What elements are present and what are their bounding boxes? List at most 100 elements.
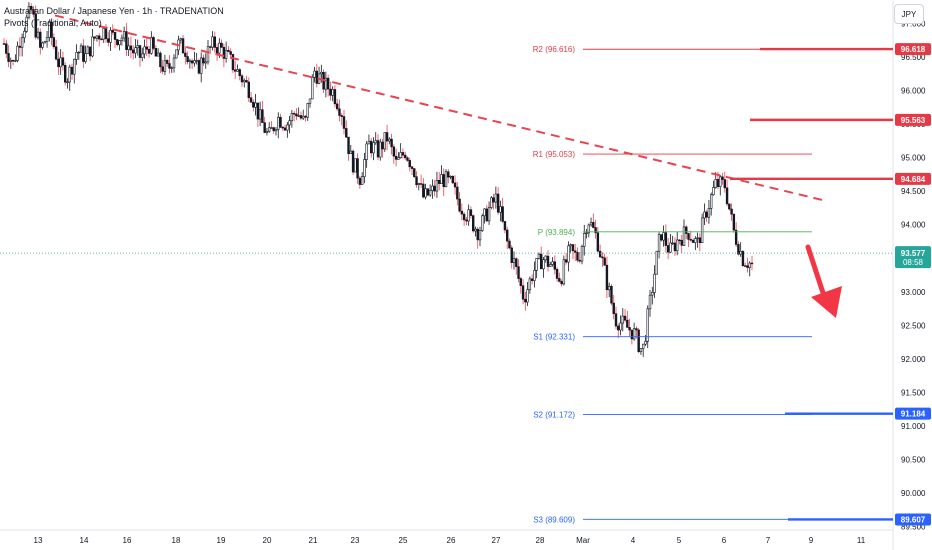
time-tick-label: 23 xyxy=(351,536,360,545)
candle-body xyxy=(442,174,445,188)
candle-body xyxy=(546,255,550,267)
candle-body xyxy=(474,228,477,232)
candle-body xyxy=(365,143,368,160)
candle-body xyxy=(675,239,679,252)
candle-body xyxy=(646,308,649,342)
candle-body xyxy=(605,264,609,291)
candle-body xyxy=(136,45,139,48)
candle-body xyxy=(286,124,289,131)
candle-body xyxy=(437,179,441,184)
pivot-label: R2 (96.616) xyxy=(533,45,576,54)
currency-button[interactable]: JPY xyxy=(894,4,924,24)
candle-body xyxy=(714,179,717,188)
candle-body xyxy=(598,250,602,258)
candle-body xyxy=(358,177,362,185)
candle-body xyxy=(349,150,352,155)
candle-body xyxy=(193,60,196,64)
candle-body xyxy=(703,211,706,219)
candle-body xyxy=(188,60,192,63)
candle-body xyxy=(234,69,237,72)
candle-body xyxy=(449,175,452,178)
candle-body xyxy=(700,217,704,244)
candle-body xyxy=(410,166,414,169)
candle-body xyxy=(141,53,144,58)
candle-body xyxy=(542,259,545,270)
candle-body xyxy=(181,38,185,54)
candle-body xyxy=(211,36,214,48)
candle-body xyxy=(45,37,49,43)
candle-body xyxy=(159,52,162,68)
candle-body xyxy=(152,37,155,49)
candle-body xyxy=(107,38,110,43)
candle-body xyxy=(50,21,53,38)
candle-body xyxy=(354,158,357,173)
candle-body xyxy=(7,53,10,62)
candle-body xyxy=(163,60,167,72)
candle-body xyxy=(691,239,695,243)
time-tick-label: 19 xyxy=(217,536,226,545)
candle-body xyxy=(39,31,42,48)
candle-body xyxy=(356,158,359,179)
candle-body xyxy=(748,262,751,268)
candle-body xyxy=(265,131,269,133)
candle-body xyxy=(585,232,588,234)
arrow-head xyxy=(811,286,842,318)
candle-body xyxy=(345,128,348,138)
pivot-label: P (93.894) xyxy=(538,228,576,237)
candle-body xyxy=(734,229,738,245)
candle-body xyxy=(147,48,151,54)
candle-body xyxy=(168,63,171,69)
candle-body xyxy=(657,234,661,252)
candle-body xyxy=(236,69,239,72)
candle-body xyxy=(673,242,677,252)
candle-body xyxy=(41,42,44,48)
candle-body xyxy=(231,54,235,71)
candle-body xyxy=(555,269,559,279)
candle-body xyxy=(374,140,377,144)
candle-body xyxy=(614,313,618,327)
candle-body xyxy=(607,285,611,291)
candle-body xyxy=(295,113,298,117)
candle-body xyxy=(730,208,733,215)
candle-body xyxy=(750,262,754,265)
candle-body xyxy=(109,29,112,43)
candle-body xyxy=(578,259,581,262)
time-tick-label: 26 xyxy=(447,536,456,545)
candle-body xyxy=(694,238,697,243)
candle-body xyxy=(725,187,729,205)
candle-body xyxy=(485,208,488,222)
candle-body xyxy=(213,36,216,48)
price-tick-label: 90.000 xyxy=(901,489,926,498)
candle-body xyxy=(75,52,78,60)
candle-body xyxy=(320,71,323,75)
candle-body xyxy=(655,250,659,275)
candle-body xyxy=(630,329,634,340)
candle-body xyxy=(444,171,448,188)
candles xyxy=(2,2,754,357)
candle-body xyxy=(626,319,629,328)
candle-body xyxy=(290,113,294,122)
candle-body xyxy=(388,138,391,142)
candle-body xyxy=(610,285,613,304)
candle-body xyxy=(460,210,464,215)
indicator-label[interactable]: Pivots (Traditional, Auto) xyxy=(4,18,102,28)
candle-body xyxy=(628,327,631,331)
candle-body xyxy=(14,60,17,62)
candle-body xyxy=(77,51,81,54)
price-tick-label: 94.500 xyxy=(901,187,926,196)
candle-body xyxy=(594,227,597,234)
candle-body xyxy=(453,182,457,188)
candle-body xyxy=(57,58,60,68)
candle-body xyxy=(227,49,230,52)
candle-body xyxy=(456,186,459,200)
candle-body xyxy=(59,57,62,68)
candle-body xyxy=(687,233,690,240)
candle-body xyxy=(682,226,686,246)
candle-body xyxy=(576,252,579,261)
candle-body xyxy=(184,52,187,57)
time-tick-label: 21 xyxy=(309,536,318,545)
candle-body xyxy=(381,141,384,150)
candle-body xyxy=(639,348,643,353)
candle-body xyxy=(521,285,525,300)
price-tag-label: 94.684 xyxy=(901,175,926,184)
